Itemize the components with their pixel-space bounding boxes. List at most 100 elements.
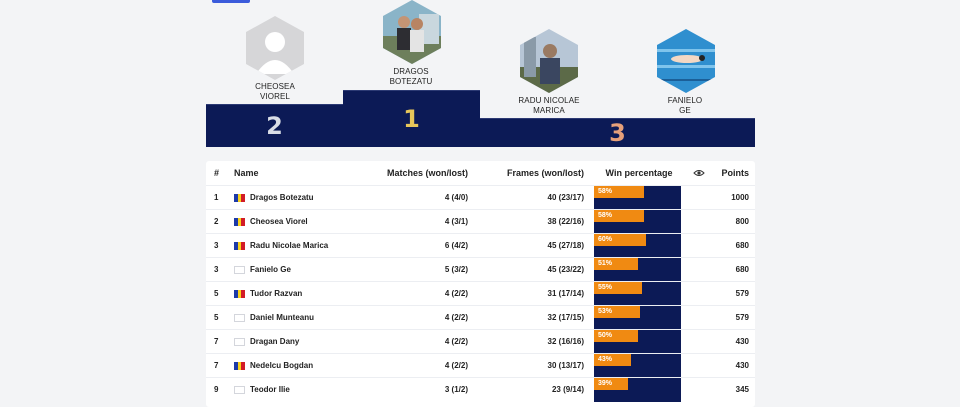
empty-flag-icon bbox=[234, 338, 245, 346]
eye-icon[interactable] bbox=[692, 161, 706, 185]
table-row[interactable]: 5 Daniel Munteanu 4 (2/2) 32 (17/15) 53% 579 bbox=[206, 305, 755, 330]
win-percentage-fill bbox=[594, 282, 642, 294]
row-win-cell: 51% bbox=[594, 258, 681, 282]
win-percentage-label: 60% bbox=[598, 236, 613, 243]
win-percentage-fill bbox=[594, 258, 639, 270]
row-matches: 6 (4/2) bbox=[444, 241, 468, 250]
row-win-cell: 60% bbox=[594, 234, 681, 258]
win-percentage-bar: 39% bbox=[594, 378, 681, 402]
win-percentage-fill bbox=[594, 234, 647, 246]
header-points[interactable]: Points bbox=[721, 168, 749, 178]
table-row[interactable]: 9 Teodor Ilie 3 (1/2) 23 (9/14) 39% 345 bbox=[206, 377, 755, 402]
row-name[interactable]: Fanielo Ge bbox=[250, 265, 291, 274]
win-percentage-label: 53% bbox=[598, 308, 613, 315]
romania-flag-icon bbox=[234, 242, 246, 250]
podium-name-third-a: RADU NICOLAE MARICA bbox=[518, 96, 580, 115]
row-points: 430 bbox=[735, 337, 749, 346]
top-accent-bar bbox=[212, 0, 250, 3]
row-win-cell: 43% bbox=[594, 354, 681, 378]
table-header: # Name Matches (won/lost) Frames (won/lo… bbox=[206, 161, 755, 185]
header-matches[interactable]: Matches (won/lost) bbox=[386, 168, 468, 178]
row-matches: 4 (2/2) bbox=[444, 337, 468, 346]
row-frames: 23 (9/14) bbox=[551, 385, 584, 394]
row-matches: 4 (3/1) bbox=[444, 217, 468, 226]
row-rank: 3 bbox=[214, 241, 219, 250]
row-name[interactable]: Daniel Munteanu bbox=[250, 313, 315, 322]
row-points: 1000 bbox=[731, 193, 749, 202]
win-percentage-fill bbox=[594, 210, 645, 222]
table-row[interactable]: 3 Radu Nicolae Marica 6 (4/2) 45 (27/18) 60%… bbox=[206, 233, 755, 258]
podium-block-third: 3 bbox=[480, 118, 755, 147]
row-matches: 3 (1/2) bbox=[444, 385, 468, 394]
row-frames: 31 (17/14) bbox=[547, 289, 584, 298]
photo-person-icon bbox=[520, 29, 578, 93]
row-points: 579 bbox=[735, 313, 749, 322]
row-win-cell: 55% bbox=[594, 282, 681, 306]
row-name[interactable]: Tudor Razvan bbox=[250, 289, 303, 298]
win-percentage-bar: 58% bbox=[594, 210, 681, 234]
empty-flag-icon bbox=[234, 386, 245, 394]
row-frames: 32 (16/16) bbox=[547, 337, 584, 346]
row-rank: 7 bbox=[214, 361, 219, 370]
win-percentage-label: 43% bbox=[598, 356, 613, 363]
header-win-percentage[interactable]: Win percentage bbox=[605, 168, 673, 178]
photo-pool-icon bbox=[657, 29, 715, 93]
row-rank: 9 bbox=[214, 385, 219, 394]
win-percentage-label: 51% bbox=[598, 260, 613, 267]
row-name[interactable]: Cheosea Viorel bbox=[250, 217, 308, 226]
row-win-cell: 50% bbox=[594, 330, 681, 354]
win-percentage-fill bbox=[594, 378, 628, 390]
win-percentage-fill bbox=[594, 186, 645, 198]
header-rank: # bbox=[214, 168, 220, 178]
podium-name-third-b: FANIELO GE bbox=[667, 96, 703, 115]
row-name[interactable]: Nedelcu Bogdan bbox=[250, 361, 314, 370]
romania-flag-icon bbox=[234, 194, 246, 202]
win-percentage-label: 50% bbox=[598, 332, 613, 339]
row-points: 680 bbox=[735, 241, 749, 250]
row-rank: 5 bbox=[214, 313, 219, 322]
table-row[interactable]: 7 Dragan Dany 4 (2/2) 32 (16/16) 50% 430 bbox=[206, 329, 755, 354]
table-row[interactable]: 3 Fanielo Ge 5 (3/2) 45 (23/22) 51% 680 bbox=[206, 257, 755, 282]
win-percentage-fill bbox=[594, 330, 638, 342]
row-points: 579 bbox=[735, 289, 749, 298]
win-percentage-bar: 58% bbox=[594, 186, 681, 210]
table-row[interactable]: 2 Cheosea Viorel 4 (3/1) 38 (22/16) 58% 800 bbox=[206, 209, 755, 234]
row-matches: 4 (2/2) bbox=[444, 361, 468, 370]
row-frames: 30 (13/17) bbox=[547, 361, 584, 370]
win-percentage-bar: 53% bbox=[594, 306, 681, 330]
table-row[interactable]: 7 Nedelcu Bogdan 4 (2/2) 30 (13/17) 43% 430 bbox=[206, 353, 755, 378]
empty-flag-icon bbox=[234, 266, 245, 274]
table-row[interactable]: 1 Dragos Botezatu 4 (4/0) 40 (23/17) 58% 1000 bbox=[206, 185, 755, 210]
header-name[interactable]: Name bbox=[234, 168, 259, 178]
avatar-first[interactable] bbox=[383, 0, 441, 64]
row-win-cell: 58% bbox=[594, 186, 681, 210]
win-percentage-label: 58% bbox=[598, 212, 613, 219]
row-name[interactable]: Dragos Botezatu bbox=[250, 193, 314, 202]
row-rank: 3 bbox=[214, 265, 219, 274]
row-frames: 32 (17/15) bbox=[547, 313, 584, 322]
row-points: 430 bbox=[735, 361, 749, 370]
table-row[interactable]: 5 Tudor Razvan 4 (2/2) 31 (17/14) 55% 579 bbox=[206, 281, 755, 306]
podium-block-first: 1 bbox=[343, 90, 480, 147]
row-name[interactable]: Teodor Ilie bbox=[250, 385, 290, 394]
header-frames[interactable]: Frames (won/lost) bbox=[506, 168, 584, 178]
row-frames: 38 (22/16) bbox=[547, 217, 584, 226]
win-percentage-bar: 50% bbox=[594, 330, 681, 354]
row-matches: 5 (3/2) bbox=[444, 265, 468, 274]
row-name[interactable]: Radu Nicolae Marica bbox=[250, 241, 329, 250]
row-rank: 7 bbox=[214, 337, 219, 346]
win-percentage-bar: 60% bbox=[594, 234, 681, 258]
avatar-third-b[interactable] bbox=[657, 29, 715, 93]
row-win-cell: 58% bbox=[594, 210, 681, 234]
standings-table: # Name Matches (won/lost) Frames (won/lo… bbox=[206, 161, 755, 407]
row-win-cell: 39% bbox=[594, 378, 681, 402]
row-matches: 4 (4/0) bbox=[444, 193, 468, 202]
avatar-second[interactable] bbox=[246, 16, 304, 80]
row-name[interactable]: Dragan Dany bbox=[250, 337, 300, 346]
row-frames: 40 (23/17) bbox=[547, 193, 584, 202]
avatar-third-a[interactable] bbox=[520, 29, 578, 93]
row-matches: 4 (2/2) bbox=[444, 313, 468, 322]
win-percentage-bar: 43% bbox=[594, 354, 681, 378]
row-points: 800 bbox=[735, 217, 749, 226]
podium-block-second: 2 bbox=[206, 104, 343, 147]
